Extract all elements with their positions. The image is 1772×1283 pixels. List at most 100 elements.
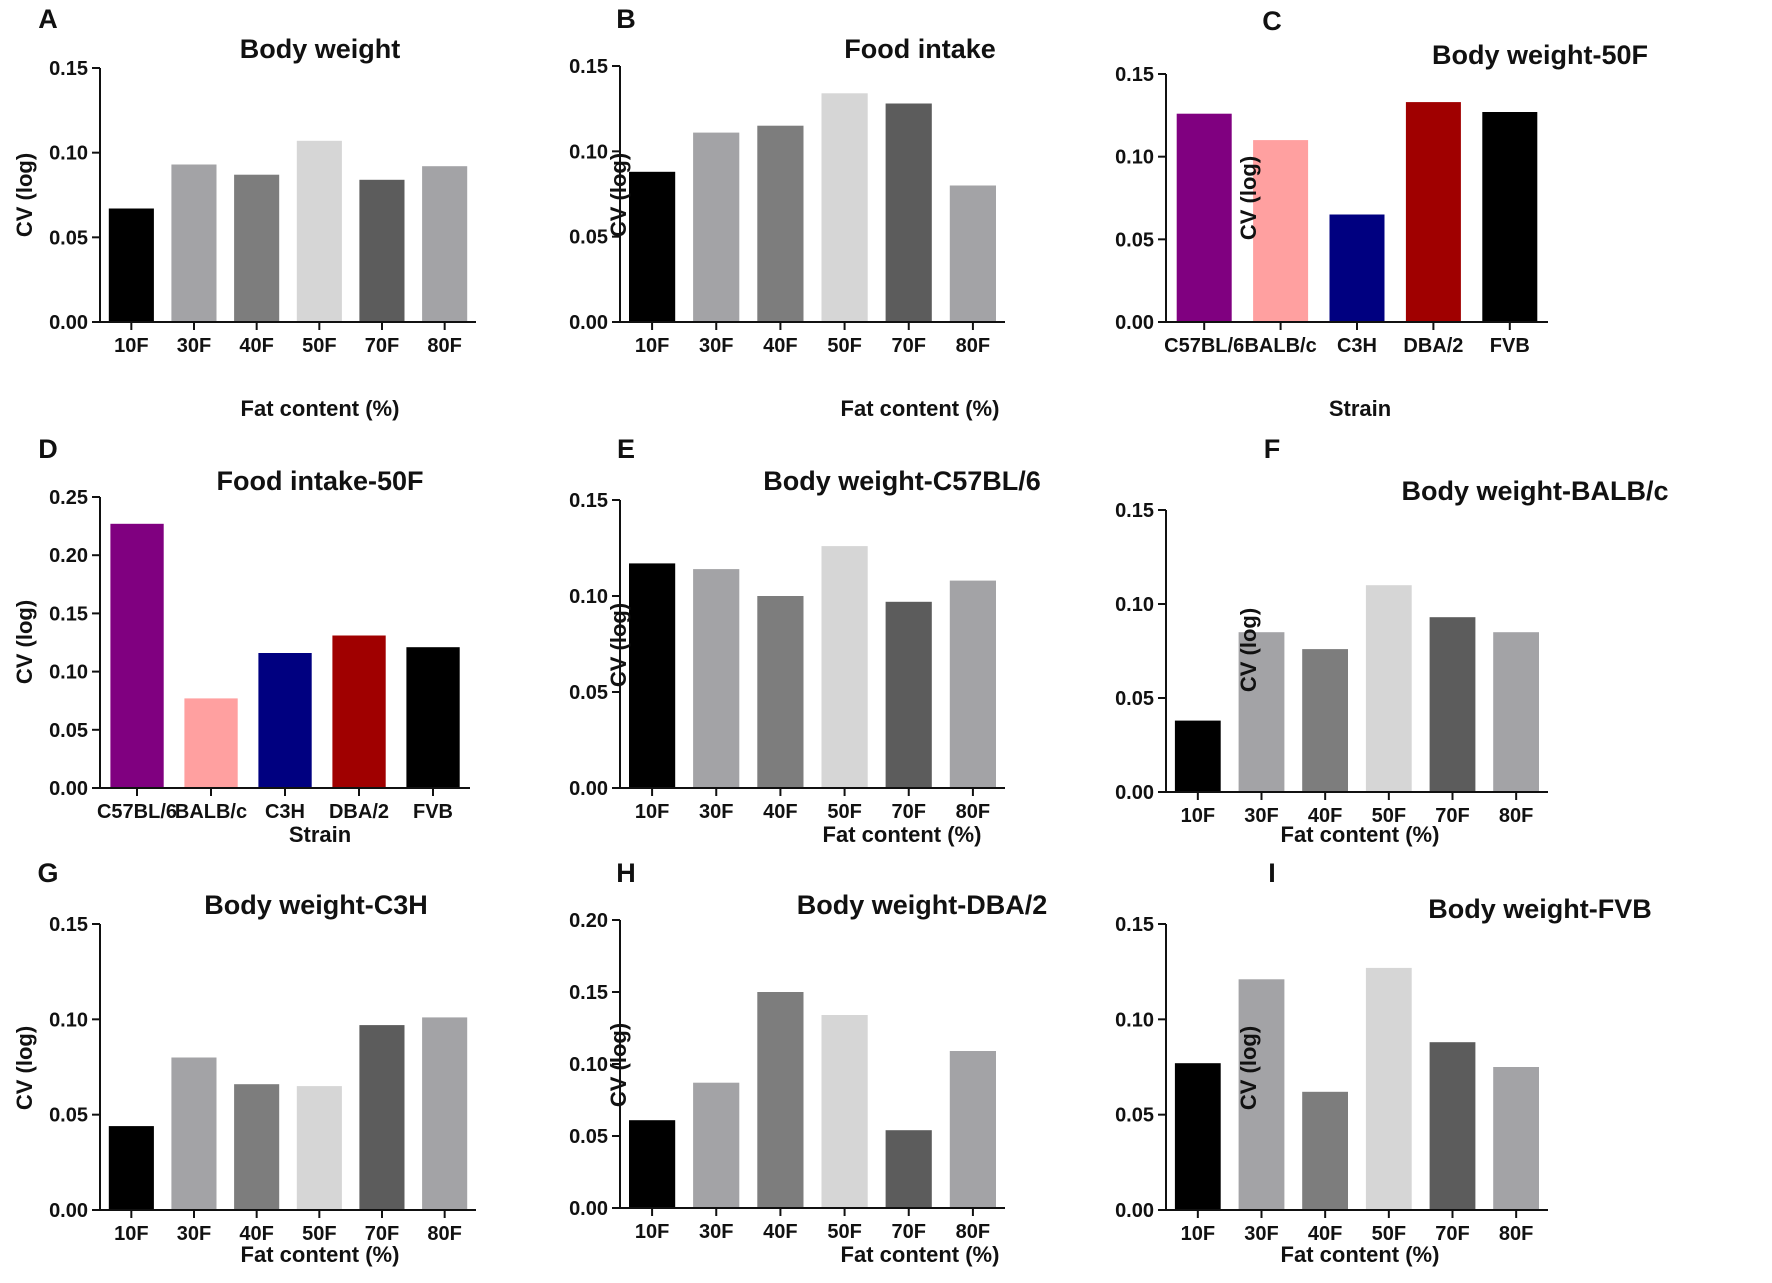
panel-letter: A	[38, 4, 58, 34]
x-tick-label: 40F	[1308, 1223, 1342, 1245]
x-tick-label: 50F	[1372, 1223, 1406, 1245]
bar-10f	[629, 1120, 676, 1208]
x-tick-label: 50F	[827, 1221, 861, 1243]
x-tick-label: 40F	[763, 801, 797, 823]
x-tick-label: 70F	[365, 1223, 399, 1245]
bar-50f	[296, 140, 342, 322]
chart-title: Body weight	[240, 34, 401, 64]
y-tick-label: 0.00	[1115, 1200, 1154, 1222]
bar-30f	[1238, 979, 1285, 1210]
x-tick-label: 40F	[763, 1221, 797, 1243]
x-axis-label: Strain	[289, 822, 351, 847]
bar-70f	[359, 179, 405, 322]
x-tick-label: 10F	[1181, 805, 1215, 827]
bar-10f	[629, 563, 676, 788]
x-tick-label: C3H	[1337, 335, 1377, 357]
y-tick-label: 0.15	[1115, 914, 1154, 936]
x-axis-label: Fat content (%)	[241, 396, 400, 421]
y-tick-label: 0.10	[569, 586, 608, 608]
y-tick-label: 0.05	[1115, 688, 1154, 710]
y-axis-label: CV (log)	[606, 1023, 631, 1107]
x-tick-label: 10F	[114, 335, 148, 357]
y-tick-label: 0.00	[569, 312, 608, 334]
panel-letter: G	[37, 858, 58, 888]
x-tick-label: 50F	[302, 335, 336, 357]
chart-title: Body weight-BALB/c	[1402, 476, 1669, 506]
y-tick-label: 0.10	[569, 141, 608, 163]
y-axis-label: CV (log)	[1236, 156, 1261, 240]
x-tick-label: 50F	[827, 335, 861, 357]
x-tick-label: 70F	[892, 1221, 926, 1243]
panel-letter: I	[1268, 858, 1276, 888]
y-tick-label: 0.05	[1115, 1105, 1154, 1127]
bar-c57bl6	[110, 523, 164, 788]
y-tick-label: 0.20	[569, 910, 608, 932]
bar-80f	[949, 580, 996, 788]
x-tick-label: 70F	[892, 335, 926, 357]
bar-70f	[359, 1025, 405, 1210]
bar-10f	[629, 171, 676, 322]
bar-c57bl6	[1176, 113, 1232, 322]
x-tick-label: 80F	[427, 335, 461, 357]
bar-dba2	[332, 635, 386, 788]
x-axis-label: Fat content (%)	[841, 1242, 1000, 1267]
panel-c: C Body weight-50F 0.00 0.05 0.10 0.15 C57BL/6 B…	[1115, 6, 1648, 421]
y-tick-label: 0.25	[49, 487, 88, 509]
panel-letter: E	[617, 434, 635, 464]
bar-40f	[757, 596, 804, 788]
x-tick-label: 80F	[956, 801, 990, 823]
x-tick-label: 50F	[827, 801, 861, 823]
panel-letter: D	[38, 434, 58, 464]
bar-40f	[234, 174, 280, 322]
y-tick-label: 0.00	[569, 778, 608, 800]
y-tick-label: 0.05	[49, 227, 88, 249]
x-tick-label: 80F	[956, 335, 990, 357]
y-tick-label: 0.05	[49, 1105, 88, 1127]
bar-30f	[1238, 632, 1285, 792]
y-tick-label: 0.10	[49, 1009, 88, 1031]
x-tick-label: 30F	[699, 335, 733, 357]
bar-50f	[821, 1015, 868, 1208]
panel-letter: H	[616, 858, 636, 888]
panel-a: A Body weight 0.00 0.05 0.10 0.15 10F 30F 40F 50F…	[12, 4, 476, 421]
x-tick-label: 30F	[1244, 805, 1278, 827]
chart-title: Food intake-50F	[216, 466, 423, 496]
bar-50f	[1365, 585, 1412, 792]
x-tick-label: 40F	[239, 1223, 273, 1245]
panel-letter: B	[616, 4, 636, 34]
y-tick-label: 0.15	[49, 914, 88, 936]
panel-b: B Food intake 0.00 0.05 0.10 0.15 10F 30F 40F 50F…	[569, 4, 1005, 421]
x-tick-label: 70F	[892, 801, 926, 823]
x-tick-label: FVB	[1490, 335, 1530, 357]
x-tick-label: 30F	[1244, 1223, 1278, 1245]
x-tick-label: 40F	[1308, 805, 1342, 827]
bar-dba2	[1405, 102, 1461, 322]
y-tick-label: 0.10	[569, 1054, 608, 1076]
bar-50f	[821, 546, 868, 788]
y-tick-label: 0.05	[49, 720, 88, 742]
x-tick-label: 80F	[1499, 1223, 1533, 1245]
y-tick-label: 0.05	[569, 682, 608, 704]
chart-title: Food intake	[844, 34, 996, 64]
y-axis-label: CV (log)	[1236, 608, 1261, 692]
chart-title: Body weight-C57BL/6	[763, 466, 1041, 496]
bar-c3h	[258, 653, 312, 788]
bar-10f	[108, 1126, 154, 1210]
y-tick-label: 0.15	[1115, 64, 1154, 86]
y-tick-label: 0.15	[49, 603, 88, 625]
bar-80f	[949, 1051, 996, 1208]
y-tick-label: 0.05	[1115, 229, 1154, 251]
bar-70f	[1429, 1042, 1476, 1210]
bar-30f	[693, 569, 740, 788]
y-axis-label: CV (log)	[606, 153, 631, 237]
y-tick-label: 0.00	[1115, 782, 1154, 804]
panel-letter: C	[1262, 6, 1282, 36]
y-tick-label: 0.15	[49, 58, 88, 80]
bar-10f	[1174, 720, 1221, 792]
x-tick-label: BALB/c	[175, 801, 247, 823]
x-axis-label: Fat content (%)	[1281, 1242, 1440, 1267]
x-tick-label: 10F	[635, 335, 669, 357]
bar-30f	[693, 132, 740, 322]
y-tick-label: 0.10	[49, 143, 88, 165]
bar-c3h	[1329, 214, 1385, 322]
